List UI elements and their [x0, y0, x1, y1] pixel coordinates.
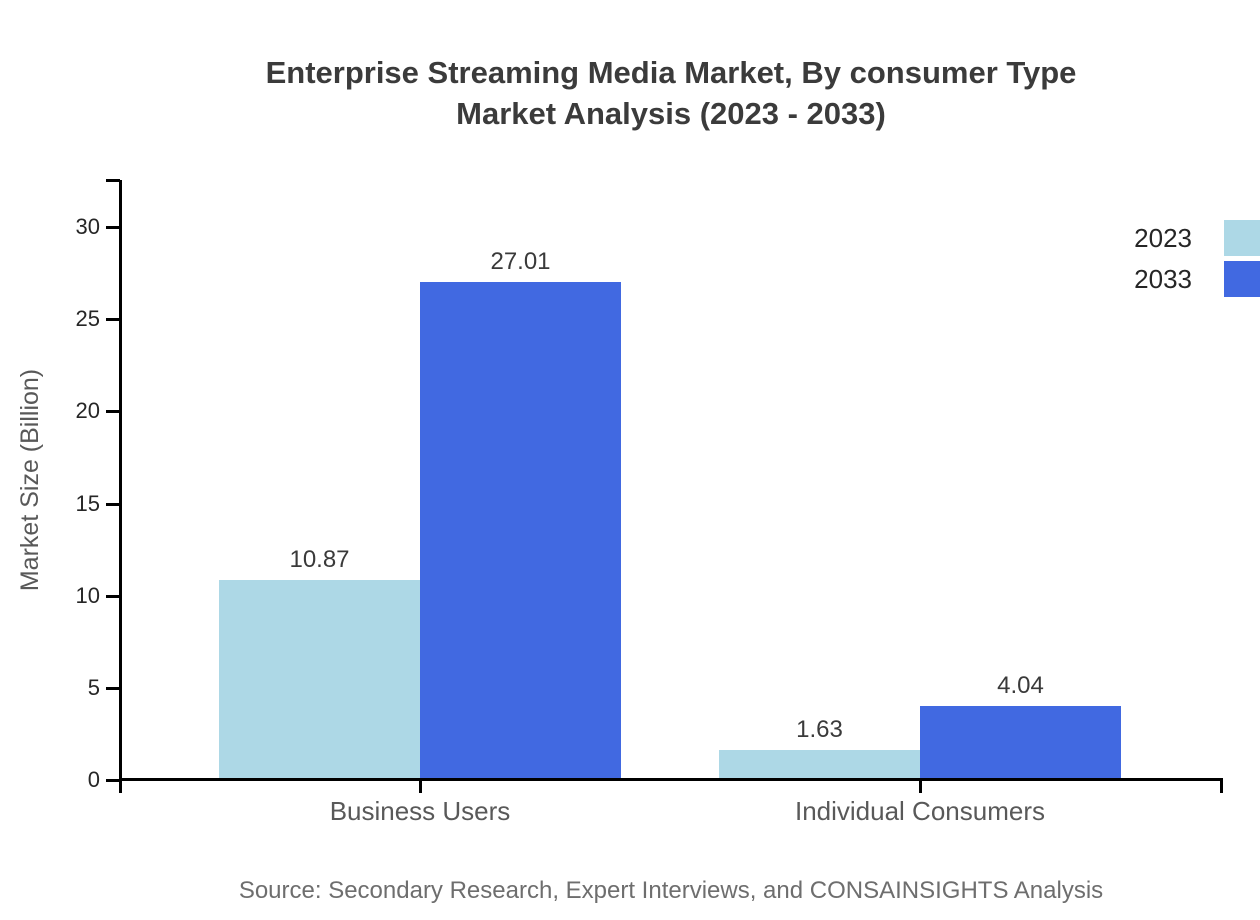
- y-tick-label: 30: [75, 214, 100, 240]
- x-axis-line: [119, 778, 1222, 781]
- y-axis-tick: [106, 779, 120, 782]
- chart-title: Enterprise Streaming Media Market, By co…: [120, 52, 1222, 134]
- x-axis-end-cap: [1220, 778, 1223, 793]
- bar-2033-2: [920, 705, 1121, 780]
- bar-value-label: 4.04: [997, 671, 1044, 699]
- legend-label-2033: 2033: [1134, 264, 1192, 294]
- y-axis-tick: [106, 226, 120, 230]
- y-axis-tick: [106, 594, 120, 598]
- y-axis-tick: [106, 410, 120, 414]
- bar-2023-2: [719, 749, 920, 780]
- y-axis-line: [119, 180, 122, 793]
- y-tick-label: 0: [87, 767, 100, 792]
- legend-swatch-2033: [1224, 261, 1260, 297]
- x-category-label: Business Users: [329, 796, 511, 826]
- y-axis-top-cap: [106, 179, 120, 182]
- bar-2023-1: [219, 579, 420, 780]
- bar-value-label: 10.87: [289, 545, 350, 573]
- chart-title-line2: Market Analysis (2023 - 2033): [456, 96, 886, 131]
- y-axis-tick: [106, 502, 120, 506]
- source-note: Source: Secondary Research, Expert Inter…: [238, 877, 1104, 904]
- legend-label-2023: 2023: [1134, 223, 1192, 253]
- y-axis-tick: [106, 318, 120, 322]
- y-tick-label: 10: [75, 582, 100, 608]
- bar-value-label: 1.63: [796, 715, 843, 743]
- x-axis-tick: [919, 779, 922, 793]
- y-tick-label: 25: [75, 306, 100, 332]
- y-tick-label: 5: [87, 674, 100, 700]
- x-axis-tick: [419, 779, 422, 793]
- bar-2033-1: [420, 282, 621, 780]
- y-axis-tick: [106, 686, 120, 690]
- y-tick-label: 20: [75, 398, 100, 424]
- legend-swatch-2023: [1224, 220, 1260, 256]
- y-tick-label: 15: [75, 490, 100, 516]
- x-category-label: Individual Consumers: [794, 796, 1045, 826]
- bar-value-label: 27.01: [490, 248, 551, 276]
- chart-title-line1: Enterprise Streaming Media Market, By co…: [265, 55, 1077, 90]
